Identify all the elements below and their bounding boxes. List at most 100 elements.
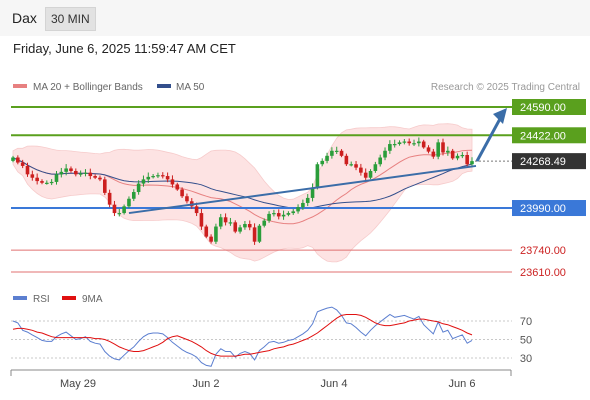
candle-body — [402, 141, 407, 143]
candle-body — [93, 176, 97, 178]
candle-body — [88, 172, 93, 177]
candle-body — [291, 211, 296, 214]
candle-body — [272, 213, 276, 215]
candle-body — [146, 176, 151, 180]
candle-body — [247, 224, 252, 228]
candle-body — [436, 142, 440, 157]
candle-body — [170, 179, 175, 185]
candle-body — [127, 198, 131, 207]
candle-body — [431, 151, 436, 157]
candle-body — [175, 184, 180, 190]
candle-body — [103, 179, 107, 193]
ma50-legend-swatch — [157, 84, 171, 88]
candle-body — [281, 214, 286, 217]
candle-body — [407, 141, 411, 144]
candle-body — [131, 192, 136, 199]
rsi-tick-30: 30 — [520, 353, 532, 365]
candle-body — [238, 227, 242, 232]
current-price-badge: 24268.49 — [512, 153, 586, 170]
x-axis-label-0: May 29 — [60, 378, 96, 390]
candle-body — [136, 183, 141, 193]
candle-body — [334, 150, 339, 152]
candle-body — [214, 226, 218, 242]
bollinger-band — [12, 123, 473, 263]
candle-body — [339, 150, 344, 156]
candle-body — [368, 170, 373, 178]
candle-body — [78, 173, 83, 175]
candle-body — [83, 172, 88, 174]
rsi-ma-legend-label: 9MA — [82, 294, 103, 305]
header-bar: Dax 30 MIN — [0, 0, 590, 36]
rsi-legend-label: RSI — [33, 294, 50, 305]
rsi-line — [12, 306, 473, 367]
candle-body — [16, 157, 20, 163]
candle-body — [64, 168, 68, 172]
candle-body — [228, 222, 233, 224]
candle-body — [276, 213, 281, 217]
candles — [11, 137, 474, 245]
candle-body — [441, 142, 445, 153]
projection-arrow-head — [493, 108, 507, 124]
candle-body — [209, 236, 213, 242]
candle-body — [257, 225, 262, 242]
rsi-ma-line — [12, 314, 473, 357]
candle-body — [296, 207, 300, 212]
datetime-label: Friday, June 6, 2025 11:59:47 AM CET — [13, 41, 236, 56]
candle-body — [223, 217, 228, 223]
level-badge-24422.00: 24422.00 — [512, 127, 586, 144]
candle-body — [218, 217, 223, 227]
candle-body — [286, 213, 291, 215]
candle-body — [35, 177, 39, 182]
level-label-23740.00: 23740.00 — [520, 245, 566, 257]
candle-body — [460, 154, 465, 157]
x-axis-label-1: Jun 2 — [193, 378, 220, 390]
candle-body — [165, 176, 170, 180]
candle-body — [446, 150, 450, 153]
candle-body — [383, 150, 387, 158]
candle-body — [373, 164, 378, 171]
timeframe-button[interactable]: 30 MIN — [45, 7, 96, 31]
candle-body — [426, 147, 431, 152]
level-badge-bg — [512, 99, 586, 115]
candle-body — [180, 189, 184, 197]
candle-body — [25, 165, 30, 175]
candle-body — [141, 179, 146, 184]
candle-body — [40, 181, 44, 183]
candle-body — [378, 157, 382, 165]
candle-body — [354, 164, 358, 168]
rsi-tick-50: 50 — [520, 335, 532, 347]
candle-body — [359, 167, 363, 173]
candle-body — [465, 154, 469, 165]
candle-body — [122, 206, 126, 214]
candle-body — [325, 155, 329, 161]
level-badge-24590.00: 24590.00 — [512, 99, 586, 115]
candle-body — [74, 170, 78, 175]
candle-body — [450, 150, 455, 159]
x-axis-label-2: Jun 4 — [321, 378, 348, 390]
candle-body — [412, 143, 416, 145]
trendline — [128, 164, 477, 215]
ma20-legend-swatch — [13, 84, 27, 88]
level-label-23610.00: 23610.00 — [520, 267, 566, 279]
level-label-24422.00: 24422.00 — [520, 130, 566, 142]
candle-body — [417, 141, 421, 144]
candle-body — [305, 197, 310, 203]
candle-body — [320, 160, 325, 165]
candle-body — [69, 168, 73, 171]
candle-body — [11, 157, 15, 161]
rsi-ma-legend-swatch — [62, 296, 76, 300]
candle-body — [151, 176, 155, 178]
candle-body — [45, 182, 49, 184]
level-badge-bg — [512, 127, 586, 144]
candle-body — [388, 144, 392, 151]
candle-body — [107, 192, 112, 205]
candle-body — [112, 204, 117, 214]
candle-body — [262, 220, 267, 226]
candle-body — [392, 144, 397, 146]
candle-body — [49, 181, 54, 184]
candle-body — [267, 213, 271, 221]
candle-body — [421, 141, 426, 148]
candle-body — [185, 196, 189, 202]
level-badge-23990.00: 23990.00 — [512, 200, 586, 217]
candle-body — [243, 224, 247, 228]
